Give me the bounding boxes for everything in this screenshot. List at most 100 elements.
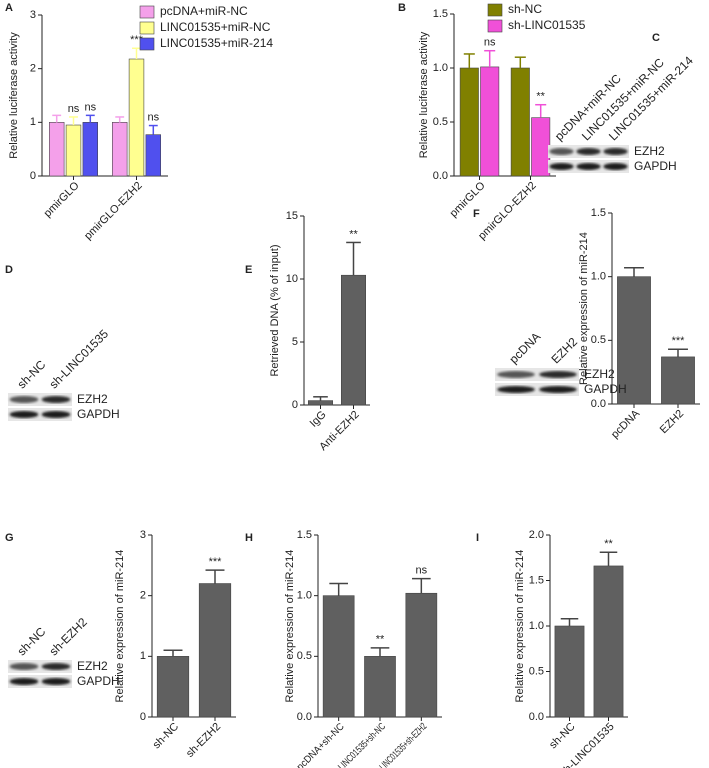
blot-band xyxy=(539,371,577,378)
y-axis-label: Relative luciferase activity xyxy=(8,32,20,159)
legend-swatch xyxy=(139,21,155,35)
error-bar xyxy=(205,569,225,584)
y-tick-label: 0 xyxy=(30,170,36,182)
bar xyxy=(198,583,232,718)
panel-letter: F xyxy=(473,208,480,220)
bar xyxy=(510,67,530,177)
error-bar xyxy=(370,647,390,657)
error-bar xyxy=(668,348,688,357)
blot-band xyxy=(539,386,577,393)
y-tick-label: 1.0 xyxy=(591,271,606,283)
legend-label: pcDNA+miR-NC xyxy=(160,4,248,18)
y-tick-label: 15 xyxy=(286,210,298,222)
blot-band xyxy=(576,148,601,155)
y-tick-label: 1.0 xyxy=(297,590,312,602)
x-tick-label: sh-NC xyxy=(151,721,182,752)
error-bar xyxy=(484,49,496,67)
bar xyxy=(48,122,65,177)
y-axis-label: Relative luciferase activity xyxy=(418,31,430,158)
y-tick-label: 0 xyxy=(292,399,298,411)
x-tick-label: pmirGLO xyxy=(42,179,82,219)
legend-swatch xyxy=(139,37,155,51)
error-bar xyxy=(85,114,95,123)
x-tick-label: EZH2 xyxy=(658,408,686,436)
blot-band xyxy=(603,148,628,155)
y-tick-label: 0.0 xyxy=(529,711,544,723)
y-axis-label: Retrieved DNA (% of input) xyxy=(269,244,281,376)
error-bar xyxy=(514,56,526,68)
lane-label: EZH2 xyxy=(548,335,580,367)
band-label: EZH2 xyxy=(77,392,108,406)
x-tick-label: pmirGLO-EZH2 xyxy=(82,180,145,243)
panel-letter: A xyxy=(5,2,13,14)
error-bar xyxy=(148,124,158,135)
y-tick-label: 0.5 xyxy=(529,665,544,677)
error-bar xyxy=(313,396,328,401)
bar xyxy=(65,124,82,177)
blot-band xyxy=(497,371,535,378)
bar xyxy=(364,656,396,718)
lane-label: pcDNA xyxy=(506,330,543,367)
y-tick-label: 2 xyxy=(30,63,36,75)
y-tick-label: 1.5 xyxy=(529,574,544,586)
error-bar xyxy=(599,551,618,566)
y-tick-label: 10 xyxy=(286,273,298,285)
blot-band xyxy=(9,663,39,670)
y-tick-label: 1 xyxy=(30,116,36,128)
legend-label: LINC01535+miR-214 xyxy=(160,36,273,50)
y-tick-label: 1.5 xyxy=(591,207,606,219)
bar xyxy=(593,565,624,718)
band-label: EZH2 xyxy=(634,144,665,158)
y-tick-label: 1.0 xyxy=(529,620,544,632)
error-bar xyxy=(163,649,183,657)
y-tick-label: 0.0 xyxy=(297,711,312,723)
bar xyxy=(112,122,128,177)
lane-label: sh-LINC01535 xyxy=(46,327,111,392)
error-bar xyxy=(115,116,125,123)
y-axis-label: Relative expression of miR-214 xyxy=(578,232,590,385)
bar xyxy=(405,592,438,718)
x-tick-label: sh-EZH2 xyxy=(184,721,223,760)
blot-band xyxy=(549,148,574,155)
blot-band xyxy=(41,678,71,685)
significance-label: ** xyxy=(376,634,385,646)
significance-label: *** xyxy=(209,556,223,568)
error-bar xyxy=(69,116,78,126)
y-axis-label: Relative expression of miR-214 xyxy=(114,550,126,703)
band-label: GAPDH xyxy=(77,674,120,688)
blot-band xyxy=(603,163,628,170)
bar xyxy=(128,58,145,177)
significance-label: ns xyxy=(147,111,159,123)
blot-band xyxy=(41,663,71,670)
error-bar xyxy=(52,114,62,123)
y-tick-label: 5 xyxy=(292,336,298,348)
significance-label: ns xyxy=(68,103,80,115)
bar xyxy=(307,400,333,406)
bar xyxy=(617,276,651,405)
blot-band xyxy=(549,163,574,170)
bar xyxy=(340,274,366,406)
error-bar xyxy=(624,267,644,277)
bar xyxy=(480,66,500,177)
x-tick-label: sh-NC xyxy=(547,721,578,752)
x-tick-label: pcDNA xyxy=(609,407,643,441)
significance-label: ** xyxy=(536,91,545,103)
bar xyxy=(145,134,161,177)
y-tick-label: 3 xyxy=(140,529,146,541)
error-bar xyxy=(535,103,547,118)
panel-letter: E xyxy=(245,264,252,276)
error-bar xyxy=(463,53,475,68)
x-tick-label: pcDNA+sh-NC xyxy=(295,721,347,768)
error-bar xyxy=(329,582,348,596)
bar xyxy=(322,595,355,718)
bar xyxy=(554,625,585,718)
lane-label: sh-NC xyxy=(14,624,48,658)
band-label: GAPDH xyxy=(77,407,120,421)
significance-label: *** xyxy=(672,335,686,347)
error-bar xyxy=(346,241,361,276)
lane-label: sh-NC xyxy=(14,357,48,391)
y-tick-label: 0.0 xyxy=(591,398,606,410)
lane-label: sh-EZH2 xyxy=(46,615,90,659)
blot-band xyxy=(497,386,535,393)
